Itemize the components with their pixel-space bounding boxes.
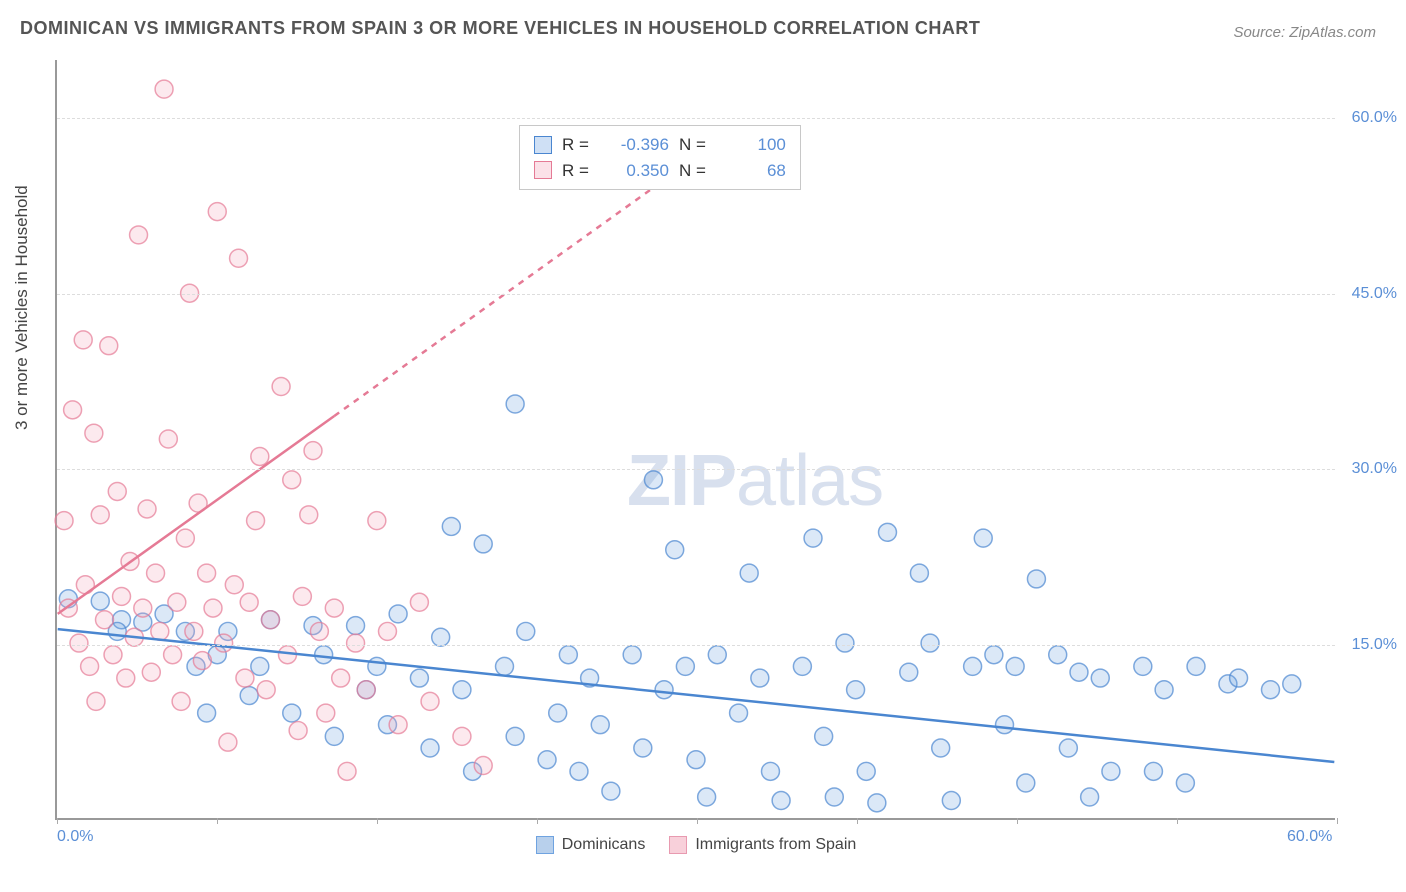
x-tick (1017, 818, 1018, 824)
legend-item-dominicans: Dominicans (536, 836, 646, 854)
y-tick-label: 45.0% (1352, 285, 1397, 303)
swatch-dominicans-bottom (536, 836, 554, 854)
x-tick (377, 818, 378, 824)
x-tick-label: 60.0% (1287, 828, 1332, 846)
gridline (57, 294, 1335, 295)
x-tick-label: 0.0% (57, 828, 93, 846)
gridline (57, 118, 1335, 119)
plot-area: ZIPatlas R =-0.396 N =100 R =0.350 N =68… (55, 60, 1335, 820)
x-tick (857, 818, 858, 824)
stats-legend-box: R =-0.396 N =100 R =0.350 N =68 (519, 125, 801, 190)
gridline (57, 469, 1335, 470)
swatch-spain (534, 161, 552, 179)
swatch-spain-bottom (669, 836, 687, 854)
source-attribution: Source: ZipAtlas.com (1233, 24, 1376, 41)
y-tick-label: 60.0% (1352, 109, 1397, 127)
x-tick (217, 818, 218, 824)
bottom-legend: Dominicans Immigrants from Spain (57, 836, 1335, 854)
x-tick (1337, 818, 1338, 824)
x-tick (57, 818, 58, 824)
stats-row-dominicans: R =-0.396 N =100 (534, 132, 786, 158)
y-tick-label: 15.0% (1352, 636, 1397, 654)
gridline (57, 645, 1335, 646)
swatch-dominicans (534, 136, 552, 154)
x-tick (537, 818, 538, 824)
y-tick-label: 30.0% (1352, 460, 1397, 478)
chart-title: DOMINICAN VS IMMIGRANTS FROM SPAIN 3 OR … (20, 18, 980, 39)
x-tick (697, 818, 698, 824)
x-tick (1177, 818, 1178, 824)
stats-row-spain: R =0.350 N =68 (534, 158, 786, 184)
legend-item-spain: Immigrants from Spain (669, 836, 856, 854)
